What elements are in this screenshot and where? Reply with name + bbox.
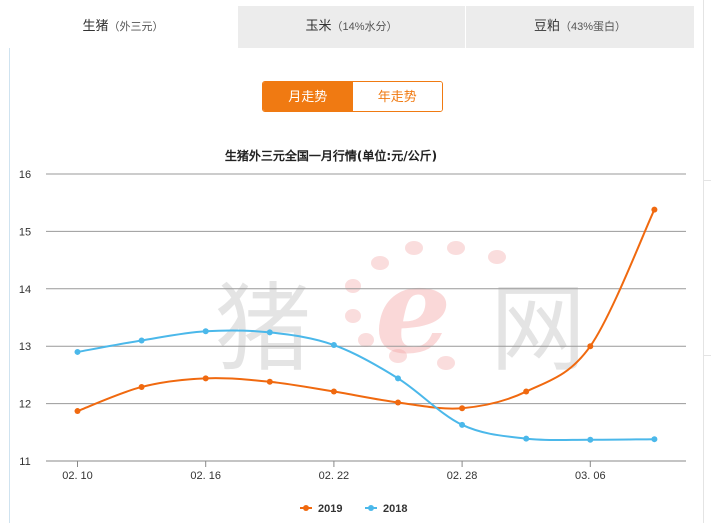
tab-soymeal-label: 豆粕 [533,18,560,33]
x-tick-label: 02. 10 [62,470,93,482]
legend-swatch-dot [368,505,374,511]
y-tick-label: 15 [19,226,31,238]
data-point-2018 [330,342,337,349]
legend-swatch-dot [303,505,309,511]
x-tick-label: 02. 28 [447,470,478,482]
series-line-2018 [77,329,655,442]
tab-corn-sub: （14%水分） [331,21,398,33]
y-tick-label: 11 [19,456,30,468]
data-point-2018 [74,348,81,355]
y-tick-label: 14 [19,284,31,296]
data-point-2018 [202,328,209,335]
tab-soymeal[interactable]: 豆粕（43%蛋白） [466,6,695,48]
x-tick-label: 03. 06 [575,470,606,482]
tab-hog-sub: （外三元） [108,21,164,33]
tab-hog[interactable]: 生猪（外三元） [9,6,238,48]
legend-label[interactable]: 2018 [383,503,407,515]
tab-hog-label: 生猪 [82,18,109,33]
y-axis-ticks: 11 12 13 14 15 16 [19,169,31,468]
chart-title: 生猪外三元全国一月行情(单位:元/公斤) [225,148,437,163]
data-point-2019 [459,405,466,412]
x-tick-label: 02. 22 [319,470,350,482]
tab-soymeal-sub: （43%蛋白） [559,21,627,33]
grid-lines [46,173,686,462]
adjacent-panel-edge [703,0,711,523]
data-point-2019 [138,383,145,390]
data-point-2018 [523,435,530,442]
data-point-2019 [74,408,81,415]
series-line-2019 [77,209,656,412]
watermark-dots [345,241,506,370]
watermark-e-glyph: e [375,240,451,381]
period-toggle: 月走势 年走势 [262,81,443,112]
legend[interactable]: 2019 2018 [300,503,407,515]
yearly-trend-button[interactable]: 年走势 [352,82,442,111]
data-point-2018 [138,337,145,344]
tab-corn-label: 玉米 [305,18,332,33]
data-point-2018 [651,436,658,443]
legend-label[interactable]: 2019 [318,503,342,515]
data-point-2019 [395,399,401,406]
monthly-trend-button[interactable]: 月走势 [263,82,353,111]
tab-corn[interactable]: 玉米（14%水分） [238,6,466,48]
data-point-2018 [395,375,401,382]
watermark-pig-glyph: 猪 [215,273,311,385]
y-tick-label: 16 [19,169,31,181]
watermark: 猪 e 网 [215,240,586,385]
y-tick-label: 12 [19,399,31,411]
watermark-net-glyph: 网 [490,273,586,385]
data-point-2018 [266,329,273,336]
data-point-2018 [587,436,594,443]
x-axis-ticks: 02. 10 02. 16 02. 22 02. 28 03. 06 [62,461,606,482]
data-point-2019 [651,206,658,213]
data-point-2019 [266,378,273,385]
data-point-2018 [459,421,466,428]
commodity-tabs: 生猪（外三元） 玉米（14%水分） 豆粕（43%蛋白） [9,6,695,48]
data-point-2019 [587,343,594,350]
data-point-2019 [330,388,337,395]
data-point-2019 [202,375,209,382]
series-layer [74,206,658,443]
data-point-2019 [523,388,530,395]
y-tick-label: 13 [19,341,31,353]
x-tick-label: 02. 16 [190,470,221,482]
